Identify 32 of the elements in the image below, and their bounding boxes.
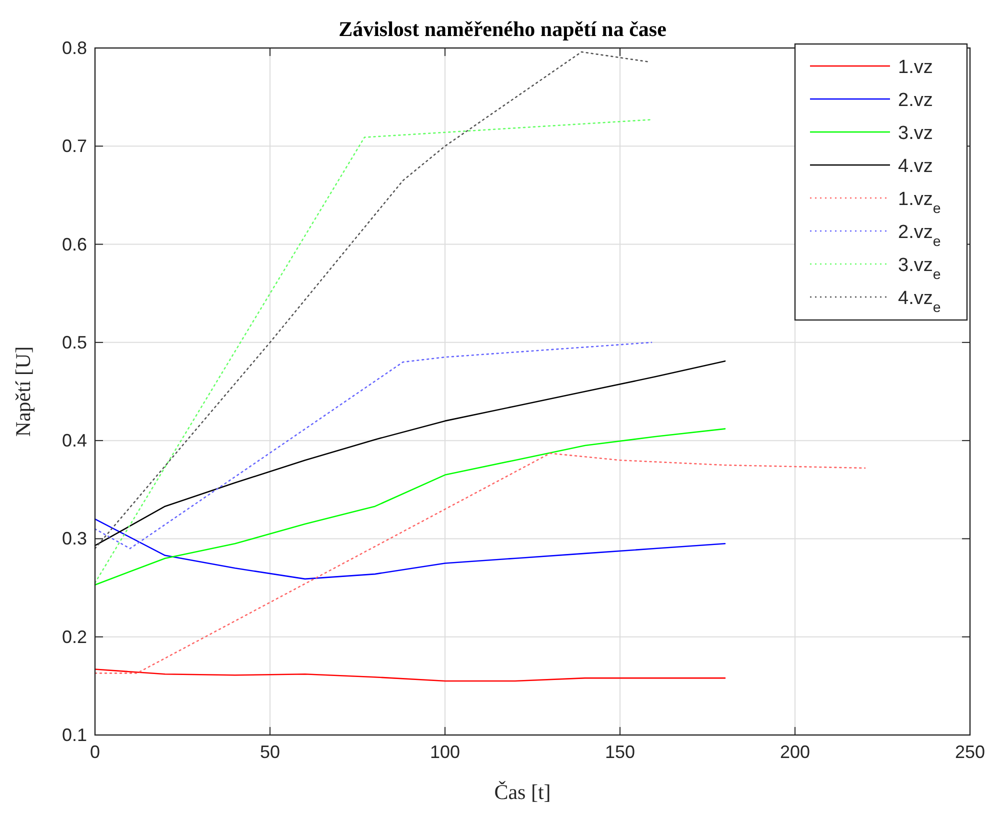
y-tick-label: 0.4: [62, 430, 87, 451]
legend-label: 3.vz: [898, 123, 933, 144]
y-tick-label: 0.7: [62, 136, 87, 156]
y-tick-label: 0.1: [62, 725, 87, 745]
y-tick-label: 0.8: [62, 38, 87, 58]
x-tick-label: 200: [780, 742, 810, 762]
legend-label: 2.vz$_{e}$: [898, 222, 941, 250]
x-tick-label: 0: [90, 742, 100, 762]
y-axis-title: Napětí [U]: [11, 346, 35, 437]
legend-label: 4.vz$_{e}$: [898, 288, 941, 316]
x-tick-label: 150: [604, 742, 636, 762]
line-series: [94, 360, 726, 546]
legend-label: 4.vz: [898, 156, 933, 177]
legend-label: 1.vz: [898, 57, 933, 78]
y-tick-label: 0.5: [62, 332, 87, 352]
x-axis-title: Čas [t]: [494, 780, 551, 804]
legend-label: 2.vz: [898, 90, 933, 111]
x-tick-label: 50: [260, 742, 280, 762]
line-series: [94, 342, 652, 550]
line-series: [94, 428, 726, 586]
legend-label: 1.vz$_{e}$: [898, 189, 941, 217]
legend-label: 3.vz$_{e}$: [898, 255, 941, 283]
line-series: [94, 51, 649, 550]
chart-title: Závislost naměřeného napětí na čase: [338, 17, 666, 41]
y-tick-label: 0.6: [62, 234, 87, 254]
line-series: [94, 668, 726, 682]
x-tick-label: 100: [430, 742, 460, 762]
y-tick-label: 0.2: [62, 626, 87, 647]
line-series: [94, 518, 726, 580]
line-series: [94, 452, 866, 674]
y-tick-label: 0.3: [62, 528, 87, 549]
x-tick-label: 250: [954, 742, 986, 762]
